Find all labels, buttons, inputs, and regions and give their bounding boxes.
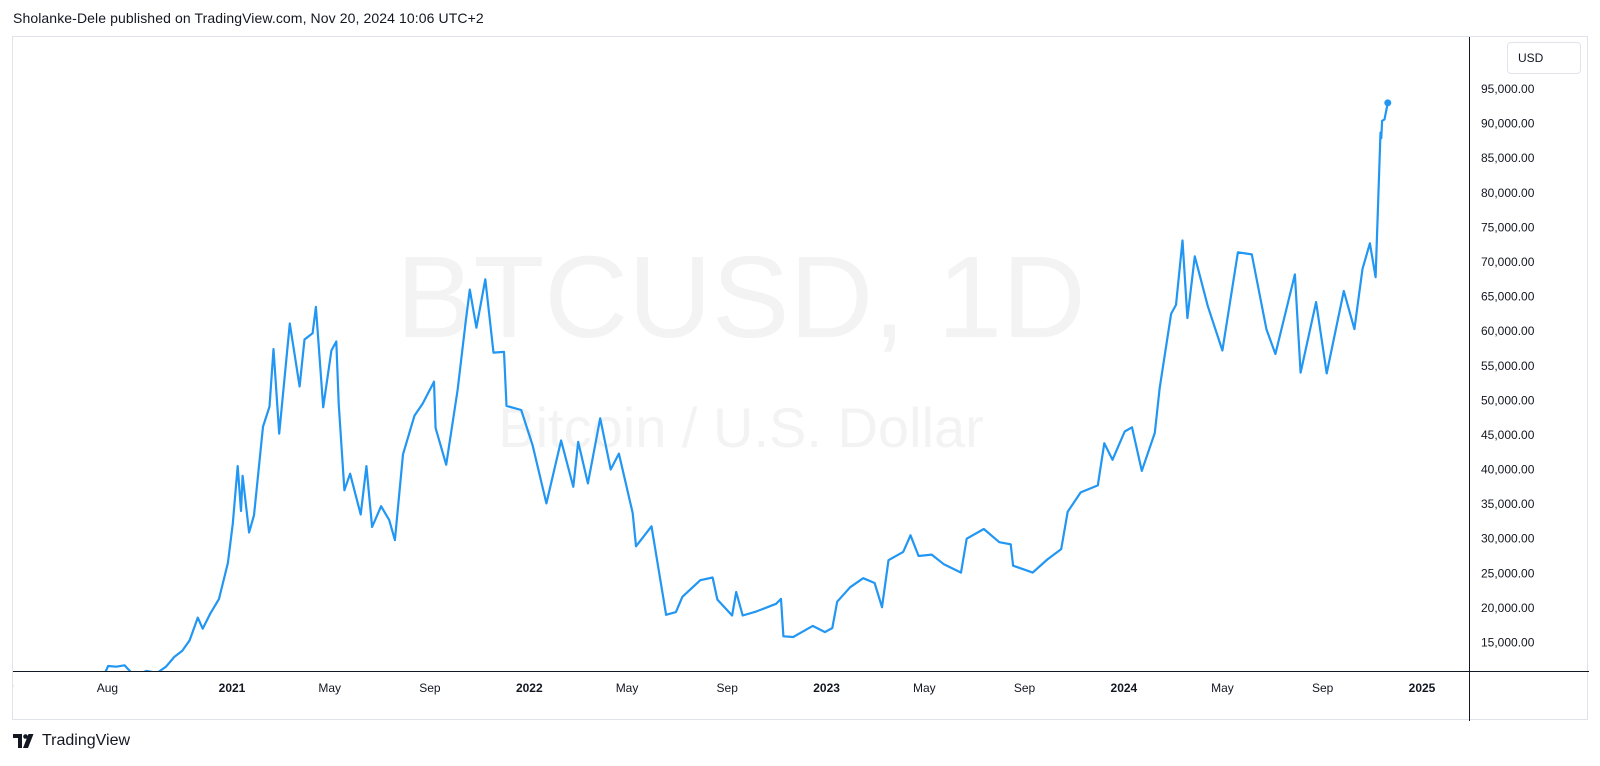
price-tick-label: 20,000.00 — [1481, 601, 1535, 615]
time-tick-label: Aug — [97, 681, 118, 695]
time-tick-label: 2023 — [813, 681, 840, 695]
last-price-marker[interactable] — [1384, 99, 1392, 107]
price-tick-label: 30,000.00 — [1481, 532, 1535, 546]
price-tick-label: 85,000.00 — [1481, 151, 1535, 165]
price-axis[interactable]: 95,000.00 90,000.00 85,000.00 80,000.00 75,0… — [1481, 82, 1535, 650]
chart-frame[interactable]: BTCUSD, 1D Bitcoin / U.S. Dollar 95,000.… — [12, 36, 1589, 721]
price-tick-label: 50,000.00 — [1481, 393, 1535, 407]
time-tick-label: May — [1211, 681, 1234, 695]
time-tick-label: 2022 — [516, 681, 543, 695]
time-tick-label: Sep — [1014, 681, 1036, 695]
time-tick-label: 2025 — [1409, 681, 1436, 695]
time-tick-label: 2024 — [1111, 681, 1138, 695]
tradingview-logo-icon — [13, 734, 34, 748]
time-tick-label: May — [913, 681, 936, 695]
time-tick-label: Sep — [419, 681, 441, 695]
watermark-name: Bitcoin / U.S. Dollar — [498, 396, 984, 459]
currency-selector[interactable]: USD — [1507, 42, 1581, 74]
price-tick-label: 15,000.00 — [1481, 636, 1535, 650]
time-tick-label: Sep — [717, 681, 739, 695]
time-tick-label: 2021 — [219, 681, 246, 695]
publisher-header: Sholanke-Dele published on TradingView.c… — [13, 10, 484, 26]
price-tick-label: 80,000.00 — [1481, 186, 1535, 200]
price-chart[interactable]: BTCUSD, 1D Bitcoin / U.S. Dollar 95,000.… — [13, 37, 1589, 721]
price-tick-label: 60,000.00 — [1481, 324, 1535, 338]
time-tick-label: May — [318, 681, 341, 695]
time-tick-label: May — [616, 681, 639, 695]
time-axis[interactable]: prAug2021MaySep2022MaySep2023MaySep2024M… — [13, 681, 1436, 695]
price-tick-label: 35,000.00 — [1481, 497, 1535, 511]
price-tick-label: 75,000.00 — [1481, 220, 1535, 234]
price-tick-label: 55,000.00 — [1481, 359, 1535, 373]
price-tick-label: 90,000.00 — [1481, 117, 1535, 131]
tradingview-logo[interactable]: TradingView — [13, 732, 130, 750]
price-tick-label: 70,000.00 — [1481, 255, 1535, 269]
price-tick-label: 25,000.00 — [1481, 566, 1535, 580]
price-tick-label: 40,000.00 — [1481, 463, 1535, 477]
tradingview-logo-text: TradingView — [42, 732, 131, 749]
price-tick-label: 45,000.00 — [1481, 428, 1535, 442]
time-tick-label: Sep — [1312, 681, 1334, 695]
watermark-symbol: BTCUSD, 1D — [396, 232, 1086, 362]
btcusd-price-line[interactable] — [102, 102, 1389, 680]
price-tick-label: 65,000.00 — [1481, 290, 1535, 304]
series-layer — [102, 99, 1392, 680]
price-tick-label: 95,000.00 — [1481, 82, 1535, 96]
